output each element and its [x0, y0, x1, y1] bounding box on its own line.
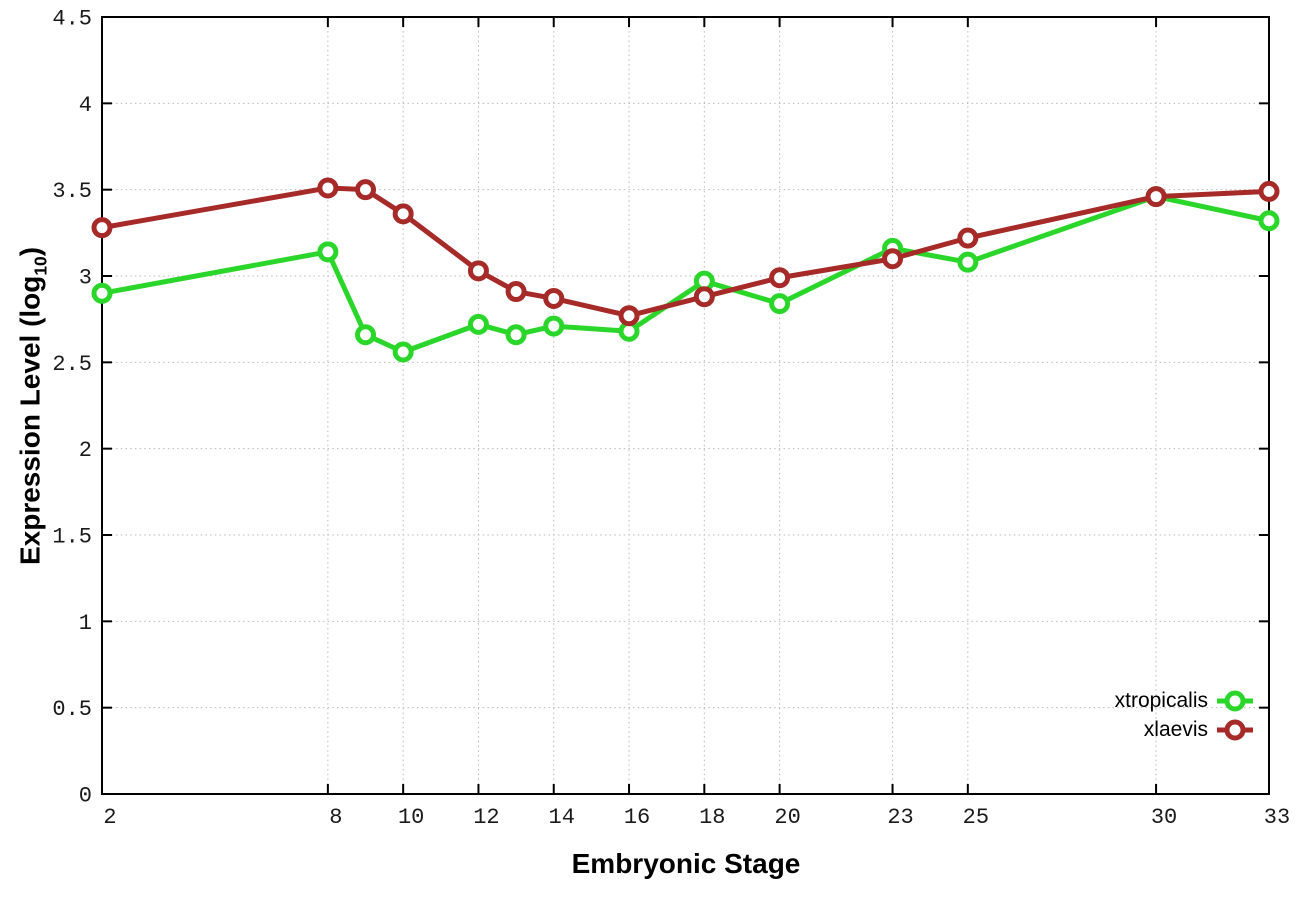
x-tick-label: 23: [887, 805, 913, 830]
data-point-xlaevis: [693, 286, 715, 308]
x-tick-label: 16: [624, 805, 650, 830]
y-axis-title: Expression Level (log10): [15, 247, 52, 565]
data-point-xtropicalis: [505, 324, 527, 346]
data-point-xlaevis: [882, 248, 904, 270]
x-tick-label: 25: [963, 805, 989, 830]
grid: [102, 17, 1269, 794]
data-point-xtropicalis: [467, 313, 489, 335]
line-circle-marker-icon: [1217, 690, 1253, 711]
y-tick-label: 2: [79, 438, 92, 463]
x-tick-label: 33: [1264, 805, 1290, 830]
data-point-xtropicalis: [543, 315, 565, 337]
data-point-xlaevis: [392, 203, 414, 225]
y-tick-label: 1: [79, 611, 92, 636]
data-point-xlaevis: [317, 177, 339, 199]
legend-row-xtropicalis: xtropicalis: [1115, 686, 1253, 715]
data-point-xlaevis: [1145, 186, 1167, 208]
data-point-xlaevis: [769, 267, 791, 289]
y-axis-title-subscript: 10: [30, 256, 51, 276]
x-axis-title: Embryonic Stage: [571, 848, 801, 879]
data-point-xtropicalis: [957, 251, 979, 273]
x-tick-label: 14: [549, 805, 575, 830]
series-xtropicalis: [91, 186, 1280, 363]
y-tick-label: 0.5: [52, 697, 92, 722]
x-tick-label: 2: [103, 805, 116, 830]
y-tick-label: 2.5: [52, 352, 92, 377]
data-point-xtropicalis: [1258, 210, 1280, 232]
data-point-xtropicalis: [392, 341, 414, 363]
data-point-xtropicalis: [769, 293, 791, 315]
legend-row-xlaevis: xlaevis: [1115, 715, 1253, 744]
data-point-xlaevis: [467, 260, 489, 282]
y-tick-label: 4: [79, 93, 92, 118]
y-axis-title-text: Expression Level (log: [14, 275, 46, 566]
data-point-xlaevis: [91, 217, 113, 239]
x-tick-label: 12: [473, 805, 499, 830]
data-point-xtropicalis: [91, 282, 113, 304]
x-tick-label: 10: [398, 805, 424, 830]
y-tick-label: 1.5: [52, 525, 92, 550]
data-point-xtropicalis: [317, 241, 339, 263]
x-tick-label: 30: [1151, 805, 1177, 830]
tick-labels: 2 8 10 12 14 16 18 20 23 25 30 33 0 0.5 1 1.5 2 2.5 3 3.5 4 4…: [52, 7, 1290, 831]
legend: xtropicalis xlaevis: [1115, 686, 1253, 744]
y-axis-title-suffix: ): [14, 246, 46, 257]
data-point-xtropicalis: [355, 324, 377, 346]
legend-label-xlaevis: xlaevis: [1143, 718, 1208, 741]
data-point-xlaevis: [355, 179, 377, 201]
data-point-xlaevis: [543, 287, 565, 309]
data-point-xlaevis: [505, 281, 527, 303]
data-point-xlaevis: [1258, 180, 1280, 202]
y-tick-label: 3.5: [52, 179, 92, 204]
x-tick-label: 8: [329, 805, 342, 830]
y-tick-label: 4.5: [52, 7, 92, 32]
line-circle-marker-icon: [1217, 719, 1253, 740]
data-point-xlaevis: [618, 305, 640, 327]
plot-border: [101, 16, 1270, 795]
y-tick-label: 3: [79, 266, 92, 291]
x-tick-label: 18: [699, 805, 725, 830]
tick-marks: [101, 16, 1270, 795]
series-xlaevis: [91, 177, 1280, 327]
legend-label-xtropicalis: xtropicalis: [1114, 689, 1208, 712]
x-tick-label: 20: [774, 805, 800, 830]
y-tick-label: 0: [79, 784, 92, 809]
data-point-xlaevis: [957, 227, 979, 249]
